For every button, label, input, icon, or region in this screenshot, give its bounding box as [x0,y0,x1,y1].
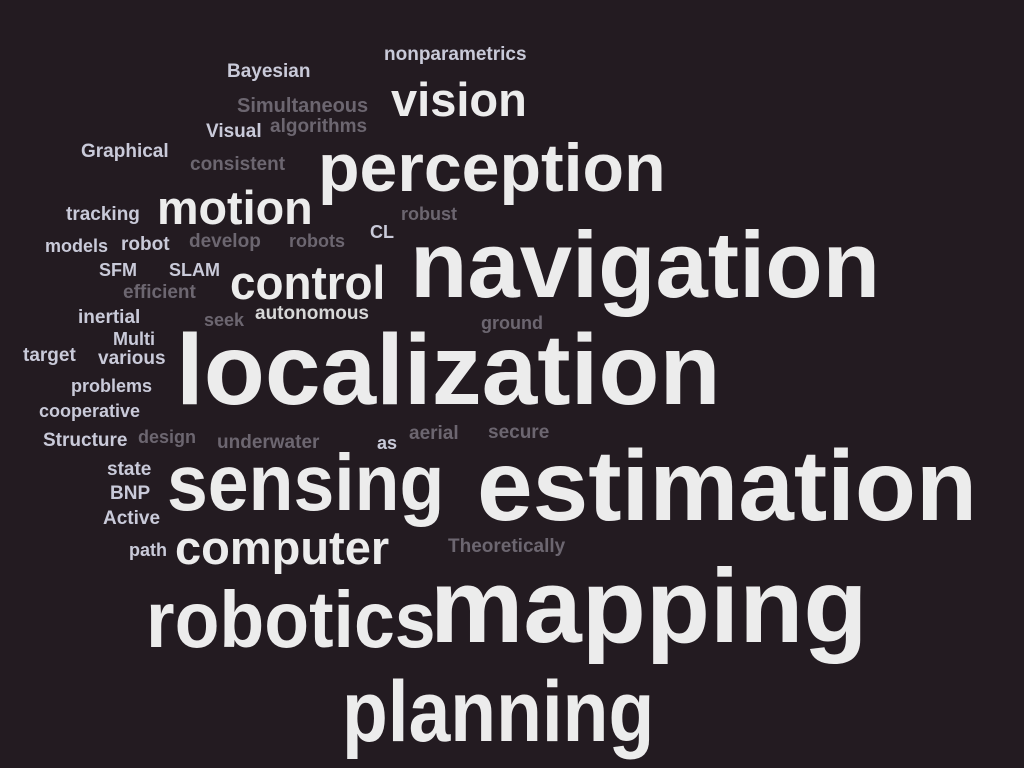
word-theoretically: Theoretically [448,536,566,557]
word-robotics: robotics [146,575,436,664]
word-computer: computer [175,521,390,574]
word-cl: CL [370,222,394,242]
word-bnp: BNP [110,483,151,504]
word-slam: SLAM [169,260,220,280]
word-robot: robot [121,234,170,255]
word-simultaneous: Simultaneous [237,95,369,117]
word-nonparametrics: nonparametrics [384,44,527,65]
word-localization: localization [176,314,721,426]
word-problems: problems [71,376,153,396]
word-robots: robots [289,231,345,251]
word-state: state [107,459,152,480]
word-sensing: sensing [167,438,445,527]
word-active: Active [103,508,161,529]
word-algorithms: algorithms [270,116,368,137]
word-robust: robust [401,204,457,224]
word-underwater: underwater [217,432,320,453]
word-motion: motion [157,181,313,234]
word-as: as [377,433,398,453]
word-vision: vision [391,73,527,126]
word-sfm: SFM [99,260,137,280]
word-ground: ground [481,313,543,333]
word-perception: perception [318,130,666,206]
word-consistent: consistent [190,154,286,175]
word-inertial: inertial [78,307,141,328]
word-mapping: mapping [430,548,868,665]
word-cooperative: cooperative [39,401,141,421]
word-bayesian: Bayesian [227,61,311,82]
word-estimation: estimation [477,430,978,542]
word-path: path [129,540,167,560]
word-planning: planning [342,664,655,760]
word-target: target [23,345,76,366]
word-graphical: Graphical [81,141,169,162]
word-aerial: aerial [409,423,459,444]
word-navigation: navigation [410,212,881,317]
word-secure: secure [488,422,550,443]
word-visual: Visual [206,121,262,142]
word-models: models [45,236,109,256]
word-efficient: efficient [123,282,196,303]
word-tracking: tracking [66,204,140,225]
word-develop: develop [189,231,261,252]
word-multi: Multi [113,329,155,349]
word-design: design [138,427,197,447]
word-various: various [98,348,166,369]
word-autonomous: autonomous [255,303,369,324]
word-structure: Structure [43,430,128,451]
word-control: control [230,256,386,309]
word-seek: seek [204,310,245,330]
